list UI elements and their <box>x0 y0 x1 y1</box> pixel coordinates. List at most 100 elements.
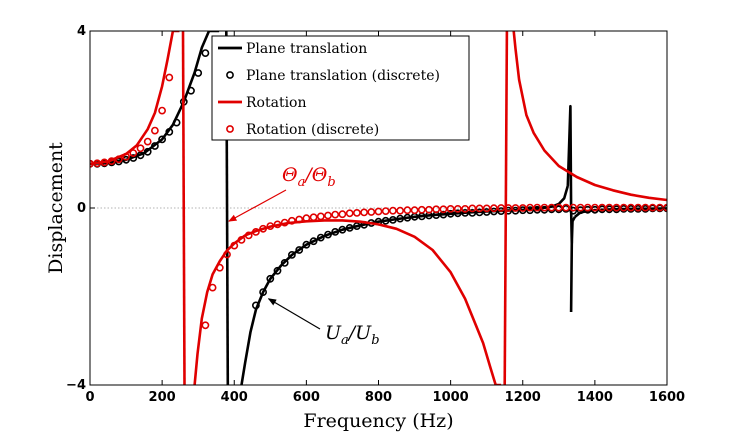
legend-items: Plane translation Plane translation (disc… <box>218 41 440 138</box>
data-point <box>569 206 578 215</box>
data-point <box>468 204 477 213</box>
data-point <box>388 215 397 224</box>
data-point <box>295 215 304 224</box>
data-point <box>381 207 390 215</box>
data-point <box>461 204 469 213</box>
data-point <box>489 204 498 213</box>
data-point <box>425 205 433 214</box>
data-point <box>324 211 332 220</box>
data-point <box>302 214 311 223</box>
data-point <box>158 106 166 115</box>
data-point <box>576 203 585 212</box>
data-point <box>287 250 296 259</box>
legend-item: Rotation (discrete) <box>226 122 379 138</box>
data-point <box>266 274 275 283</box>
data-point <box>403 213 412 222</box>
data-point <box>201 321 210 330</box>
data-point <box>612 203 621 212</box>
data-point <box>230 241 239 250</box>
data-point <box>302 240 311 249</box>
legend: Plane translation Plane translation (disc… <box>211 35 470 141</box>
legend-label: Plane translation <box>246 41 367 57</box>
data-point <box>648 203 657 212</box>
data-point <box>93 159 102 168</box>
data-point <box>360 208 368 217</box>
data-point <box>150 126 159 135</box>
series-line <box>569 216 577 313</box>
data-point <box>122 155 130 164</box>
data-point <box>107 157 116 165</box>
data-point <box>331 227 340 236</box>
data-point <box>468 208 477 217</box>
annotation-label: Ua/Ub <box>325 322 380 348</box>
data-point <box>273 220 282 229</box>
y-tick-label: 4 <box>77 24 86 39</box>
annotation-label: Θa/Θb <box>282 164 336 190</box>
data-point <box>338 210 347 219</box>
data-point <box>208 283 217 292</box>
data-point <box>461 208 469 217</box>
data-point <box>475 208 484 217</box>
data-point <box>201 49 210 57</box>
legend-box <box>211 35 470 141</box>
series-line <box>90 31 220 166</box>
data-point <box>598 203 606 212</box>
data-point <box>352 222 361 230</box>
x-tick-label: 800 <box>365 390 392 405</box>
data-point <box>533 203 542 212</box>
y-tick-label: −4 <box>66 378 86 393</box>
series-line <box>512 31 667 202</box>
data-point <box>287 216 296 225</box>
data-point <box>605 203 614 212</box>
data-point <box>129 154 138 162</box>
data-point <box>526 206 534 215</box>
data-point <box>497 204 505 212</box>
data-point <box>309 213 318 222</box>
data-point <box>194 69 203 77</box>
data-point <box>569 203 578 212</box>
data-point <box>403 206 412 215</box>
annotation-u: Ua/Ub <box>267 298 380 348</box>
data-point <box>453 204 462 213</box>
data-point <box>518 204 527 212</box>
data-point <box>331 210 340 219</box>
data-point <box>316 212 325 221</box>
data-point <box>511 206 520 215</box>
series-line <box>193 219 502 385</box>
data-point <box>345 209 354 218</box>
data-point <box>511 204 520 212</box>
data-point <box>475 204 484 213</box>
data-point <box>547 203 556 212</box>
x-axis-label: Frequency (Hz) <box>303 410 453 432</box>
data-point <box>641 203 650 212</box>
y-tick-label: 0 <box>77 201 86 216</box>
legend-marker-swatch <box>226 125 234 133</box>
x-tick-label: 600 <box>293 390 320 405</box>
data-point <box>619 203 628 212</box>
data-point <box>489 207 498 216</box>
data-point <box>223 250 231 259</box>
x-tick-label: 0 <box>85 390 94 405</box>
data-point <box>446 204 455 213</box>
data-point <box>583 203 592 212</box>
data-point <box>165 127 174 136</box>
data-point <box>259 288 267 296</box>
data-point <box>316 233 325 242</box>
series-3 <box>90 73 667 330</box>
legend-item: Rotation <box>218 95 307 111</box>
data-point <box>540 203 549 212</box>
x-tick-label: 400 <box>221 390 248 405</box>
data-point <box>576 206 585 215</box>
legend-item: Plane translation (discrete) <box>226 68 440 84</box>
data-point <box>114 155 123 164</box>
series-line <box>181 31 186 385</box>
data-point <box>251 301 260 310</box>
data-point <box>338 225 347 234</box>
data-point <box>280 218 289 227</box>
data-point <box>526 203 534 212</box>
data-point <box>295 246 304 254</box>
data-point <box>388 206 397 215</box>
data-point <box>627 203 635 212</box>
data-point <box>432 205 441 214</box>
data-point <box>439 205 448 214</box>
